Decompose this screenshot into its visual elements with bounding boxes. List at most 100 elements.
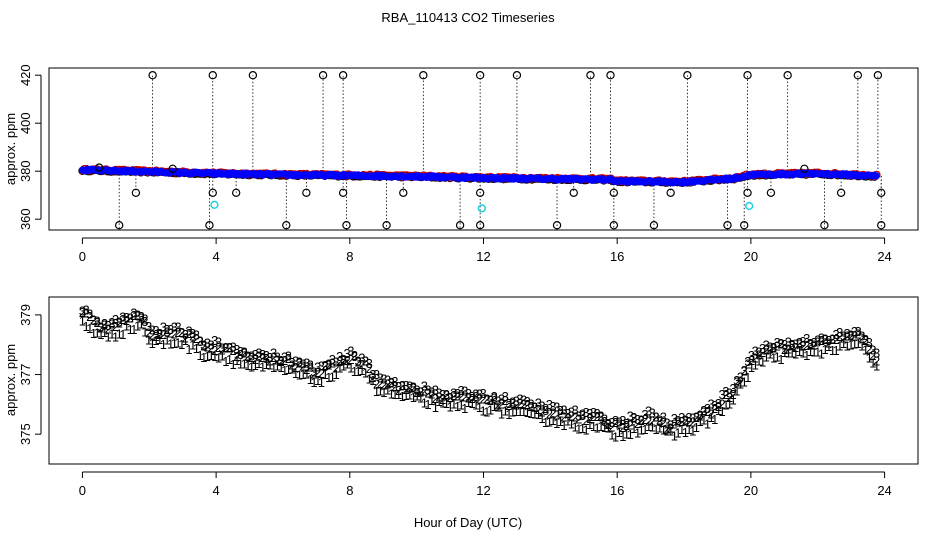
series-2-point: 2 bbox=[667, 420, 674, 435]
series-2-point: 2 bbox=[127, 311, 134, 326]
series-2-point: 2 bbox=[719, 396, 726, 411]
series-1-point: 1 bbox=[788, 345, 795, 360]
y-tick-label: 375 bbox=[18, 423, 33, 445]
series-3-point: 3 bbox=[516, 392, 523, 407]
x-tick-label: 0 bbox=[79, 249, 86, 264]
series-1-point: 1 bbox=[586, 417, 593, 432]
mid-outlier-point bbox=[877, 188, 886, 197]
series-1-point: 1 bbox=[105, 329, 112, 344]
series-3-point: 3 bbox=[571, 403, 578, 418]
series-2-point: 2 bbox=[358, 357, 365, 372]
series-3-point: 3 bbox=[645, 404, 652, 419]
series-2-point: 2 bbox=[108, 315, 115, 330]
series-3-point: 3 bbox=[362, 353, 369, 368]
series-2-point: 2 bbox=[546, 406, 553, 421]
series-1-point: 1 bbox=[575, 422, 582, 437]
series-2-point: 2 bbox=[763, 343, 770, 358]
series-2-point: 2 bbox=[873, 353, 880, 368]
series-3-point: 3 bbox=[832, 327, 839, 342]
series-3-point: 3 bbox=[274, 350, 281, 365]
series-2-point: 2 bbox=[285, 351, 292, 366]
series-2-point: 2 bbox=[755, 344, 762, 359]
series-2-point: 2 bbox=[413, 385, 420, 400]
high-outlier-point bbox=[148, 70, 157, 80]
low-outlier-point bbox=[475, 220, 485, 230]
series-3-point: 3 bbox=[281, 349, 288, 364]
series-2-point: 2 bbox=[310, 367, 317, 382]
series-2-point: 2 bbox=[737, 374, 744, 389]
low-outlier-point bbox=[205, 220, 214, 230]
series-2-point: 2 bbox=[645, 414, 652, 429]
y-tick-label: 420 bbox=[18, 64, 33, 86]
high-outlier-point bbox=[873, 70, 883, 80]
series-3-point: 3 bbox=[476, 387, 483, 402]
mid-outlier-point bbox=[94, 163, 104, 172]
series-2-point: 2 bbox=[204, 340, 211, 355]
series-1-point: 1 bbox=[299, 367, 306, 382]
series-1-point: 1 bbox=[222, 354, 229, 369]
series-3-point: 3 bbox=[395, 379, 402, 394]
series-3-point: 3 bbox=[174, 319, 181, 334]
series-2-point: 2 bbox=[796, 335, 803, 350]
series-2-point: 2 bbox=[513, 397, 520, 412]
series-1-point: 1 bbox=[862, 342, 869, 357]
series-3-point: 3 bbox=[689, 411, 696, 426]
series-3-point: 3 bbox=[641, 407, 648, 422]
series-3-point: 3 bbox=[292, 353, 299, 368]
series-3-point: 3 bbox=[435, 385, 442, 400]
series-1-point: 1 bbox=[829, 343, 836, 358]
series-2-point: 2 bbox=[105, 321, 112, 336]
series-2-point: 2 bbox=[836, 329, 843, 344]
series-2-point: 2 bbox=[832, 332, 839, 347]
series-2-point: 2 bbox=[623, 418, 630, 433]
series-3-point: 3 bbox=[332, 354, 339, 369]
series-3-point: 3 bbox=[351, 349, 358, 364]
series-1-point: 1 bbox=[439, 396, 446, 411]
series-1-point: 1 bbox=[674, 425, 681, 440]
series-1-point: 1 bbox=[707, 410, 714, 425]
series-3-point: 3 bbox=[465, 386, 472, 401]
series-3-point: 3 bbox=[630, 410, 637, 425]
series-3-point: 3 bbox=[469, 389, 476, 404]
series-3-point: 3 bbox=[86, 307, 93, 322]
series-2-point: 2 bbox=[178, 325, 185, 340]
series-1-point: 1 bbox=[733, 384, 740, 399]
series-2-point: 2 bbox=[130, 308, 137, 323]
series-3-point: 3 bbox=[410, 379, 417, 394]
series-2-point: 2 bbox=[579, 406, 586, 421]
series-3-point: 3 bbox=[204, 335, 211, 350]
series-2-point: 2 bbox=[340, 353, 347, 368]
series-1-point: 1 bbox=[325, 370, 332, 385]
series-2-point: 2 bbox=[277, 354, 284, 369]
cyan-point bbox=[477, 204, 486, 213]
series-2-point: 2 bbox=[851, 328, 858, 343]
series-2-point: 2 bbox=[616, 416, 623, 431]
series-2-point: 2 bbox=[314, 365, 321, 380]
series-2-point: 2 bbox=[696, 409, 703, 424]
series-2-point: 2 bbox=[799, 338, 806, 353]
series-2-point: 2 bbox=[829, 331, 836, 346]
series-2-point: 2 bbox=[472, 386, 479, 401]
series-2-point: 2 bbox=[741, 363, 748, 378]
series-3-point: 3 bbox=[627, 408, 634, 423]
series-1-point: 1 bbox=[469, 396, 476, 411]
series-1-point: 1 bbox=[818, 347, 825, 362]
low-outlier-point bbox=[877, 220, 886, 230]
series-1-point: 1 bbox=[119, 327, 126, 342]
y-tick-label: 379 bbox=[18, 304, 33, 326]
series-2-point: 2 bbox=[167, 325, 174, 340]
series-1-point: 1 bbox=[406, 387, 413, 402]
series-2-point: 2 bbox=[233, 349, 240, 364]
high-outlier-point bbox=[338, 70, 348, 80]
series-1-point: 1 bbox=[130, 322, 137, 337]
series-3-point: 3 bbox=[649, 406, 656, 421]
series-3-point: 3 bbox=[696, 407, 703, 422]
series-3-point: 3 bbox=[873, 346, 880, 361]
series-3-point: 3 bbox=[230, 340, 237, 355]
series-2-point: 2 bbox=[215, 340, 222, 355]
series-2-point: 2 bbox=[457, 389, 464, 404]
series-3-point: 3 bbox=[807, 336, 814, 351]
series-3-point: 3 bbox=[461, 384, 468, 399]
bottom-plot-frame bbox=[48, 296, 919, 465]
series-2-point: 2 bbox=[344, 353, 351, 368]
